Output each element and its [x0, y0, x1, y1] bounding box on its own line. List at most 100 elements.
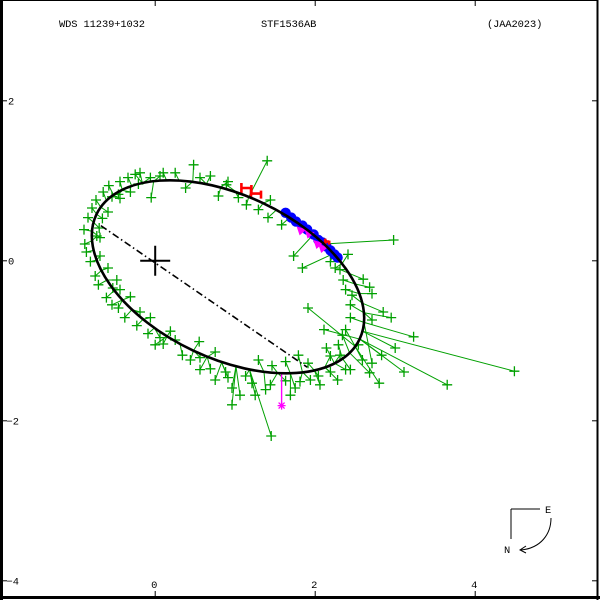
plus-marker	[378, 307, 389, 317]
residual-line	[345, 329, 356, 347]
plus-marker	[111, 275, 122, 285]
plus-marker	[276, 219, 287, 230]
residual-line	[108, 185, 115, 196]
plus-marker	[158, 167, 169, 178]
plus-marker	[509, 366, 520, 377]
plus-marker	[103, 207, 113, 217]
plus-marker	[79, 224, 89, 235]
compass-east-label: E	[545, 505, 551, 517]
residual-line	[341, 358, 351, 370]
plus-marker	[303, 358, 313, 369]
plus-marker	[340, 284, 351, 295]
residual-line	[221, 362, 227, 373]
residual-line	[324, 355, 331, 368]
plus-marker	[123, 172, 133, 183]
y-tick-label: 0	[8, 256, 14, 268]
plus-marker	[295, 376, 305, 387]
plus-marker	[241, 199, 252, 210]
plus-marker	[213, 191, 224, 201]
plus-marker	[263, 212, 273, 223]
plus-marker	[265, 195, 276, 205]
arrowhead-icon	[519, 545, 527, 554]
orbit-ellipse	[90, 178, 366, 375]
plus-marker	[101, 292, 112, 303]
residual-line	[349, 273, 364, 280]
residual-line	[235, 366, 241, 396]
plus-marker	[442, 379, 453, 390]
plus-marker	[103, 180, 114, 191]
plus-marker	[227, 399, 237, 410]
plus-marker	[81, 247, 92, 257]
plus-marker	[87, 203, 97, 213]
plus-marker	[205, 363, 216, 374]
primary-star-cross-icon	[140, 245, 171, 276]
plus-marker	[303, 303, 313, 313]
residual-line	[193, 341, 200, 351]
residual-line	[349, 352, 370, 374]
wds-identifier: WDS 11239+1032	[59, 19, 145, 31]
residual-line	[147, 327, 155, 334]
plus-marker	[343, 249, 353, 260]
plus-marker	[170, 167, 181, 178]
residual-line	[134, 174, 143, 184]
y-tick-label: −2	[7, 416, 19, 428]
residual-line	[106, 290, 115, 298]
plus-marker	[205, 171, 216, 181]
residual-line	[257, 202, 264, 210]
residual-line	[313, 370, 321, 385]
residual-line	[354, 346, 363, 361]
residual-line	[343, 279, 356, 285]
plus-marker	[262, 155, 273, 166]
residual-line	[341, 254, 349, 264]
plus-marker	[388, 235, 399, 245]
plus-marker	[305, 375, 316, 385]
plus-marker	[338, 275, 349, 285]
plus-marker	[158, 339, 169, 349]
plus-marker	[265, 379, 276, 390]
plus-marker	[131, 320, 142, 331]
residual-line	[96, 213, 103, 219]
residual-line	[231, 366, 237, 405]
plus-marker	[399, 367, 409, 377]
plus-marker	[165, 326, 176, 337]
residual-line	[297, 355, 303, 373]
residual-line	[362, 330, 396, 349]
plus-marker	[345, 364, 356, 375]
plus-marker	[374, 378, 385, 389]
plus-marker	[223, 372, 233, 383]
plus-marker	[125, 291, 136, 302]
plus-marker	[135, 167, 145, 178]
plus-marker	[315, 379, 325, 390]
plus-marker	[98, 187, 109, 197]
plus-marker	[185, 355, 196, 365]
x-tick-label: 2	[311, 580, 317, 592]
plus-marker	[146, 192, 157, 203]
reference-code: (JAA2023)	[487, 19, 543, 31]
residual-line	[136, 318, 144, 326]
residual-line	[323, 329, 361, 340]
plus-marker	[91, 195, 101, 205]
plus-marker	[143, 328, 153, 339]
residual-line	[323, 239, 394, 245]
plus-marker	[107, 299, 117, 310]
green-observation-group	[79, 155, 520, 441]
plus-marker	[223, 176, 233, 187]
plus-marker	[180, 183, 191, 193]
residual-line	[111, 299, 123, 306]
plus-marker	[83, 212, 93, 223]
residual-line	[350, 317, 365, 323]
plus-marker	[227, 383, 237, 393]
plus-marker	[145, 312, 156, 323]
plus-marker	[367, 288, 377, 299]
plus-marker	[325, 256, 336, 267]
plus-marker	[290, 383, 301, 393]
plus-marker	[90, 271, 101, 281]
plus-marker	[188, 159, 199, 170]
residual-line	[325, 347, 335, 364]
compass-north-label: N	[504, 545, 510, 557]
plus-marker	[345, 312, 356, 323]
residual-line	[362, 330, 515, 372]
